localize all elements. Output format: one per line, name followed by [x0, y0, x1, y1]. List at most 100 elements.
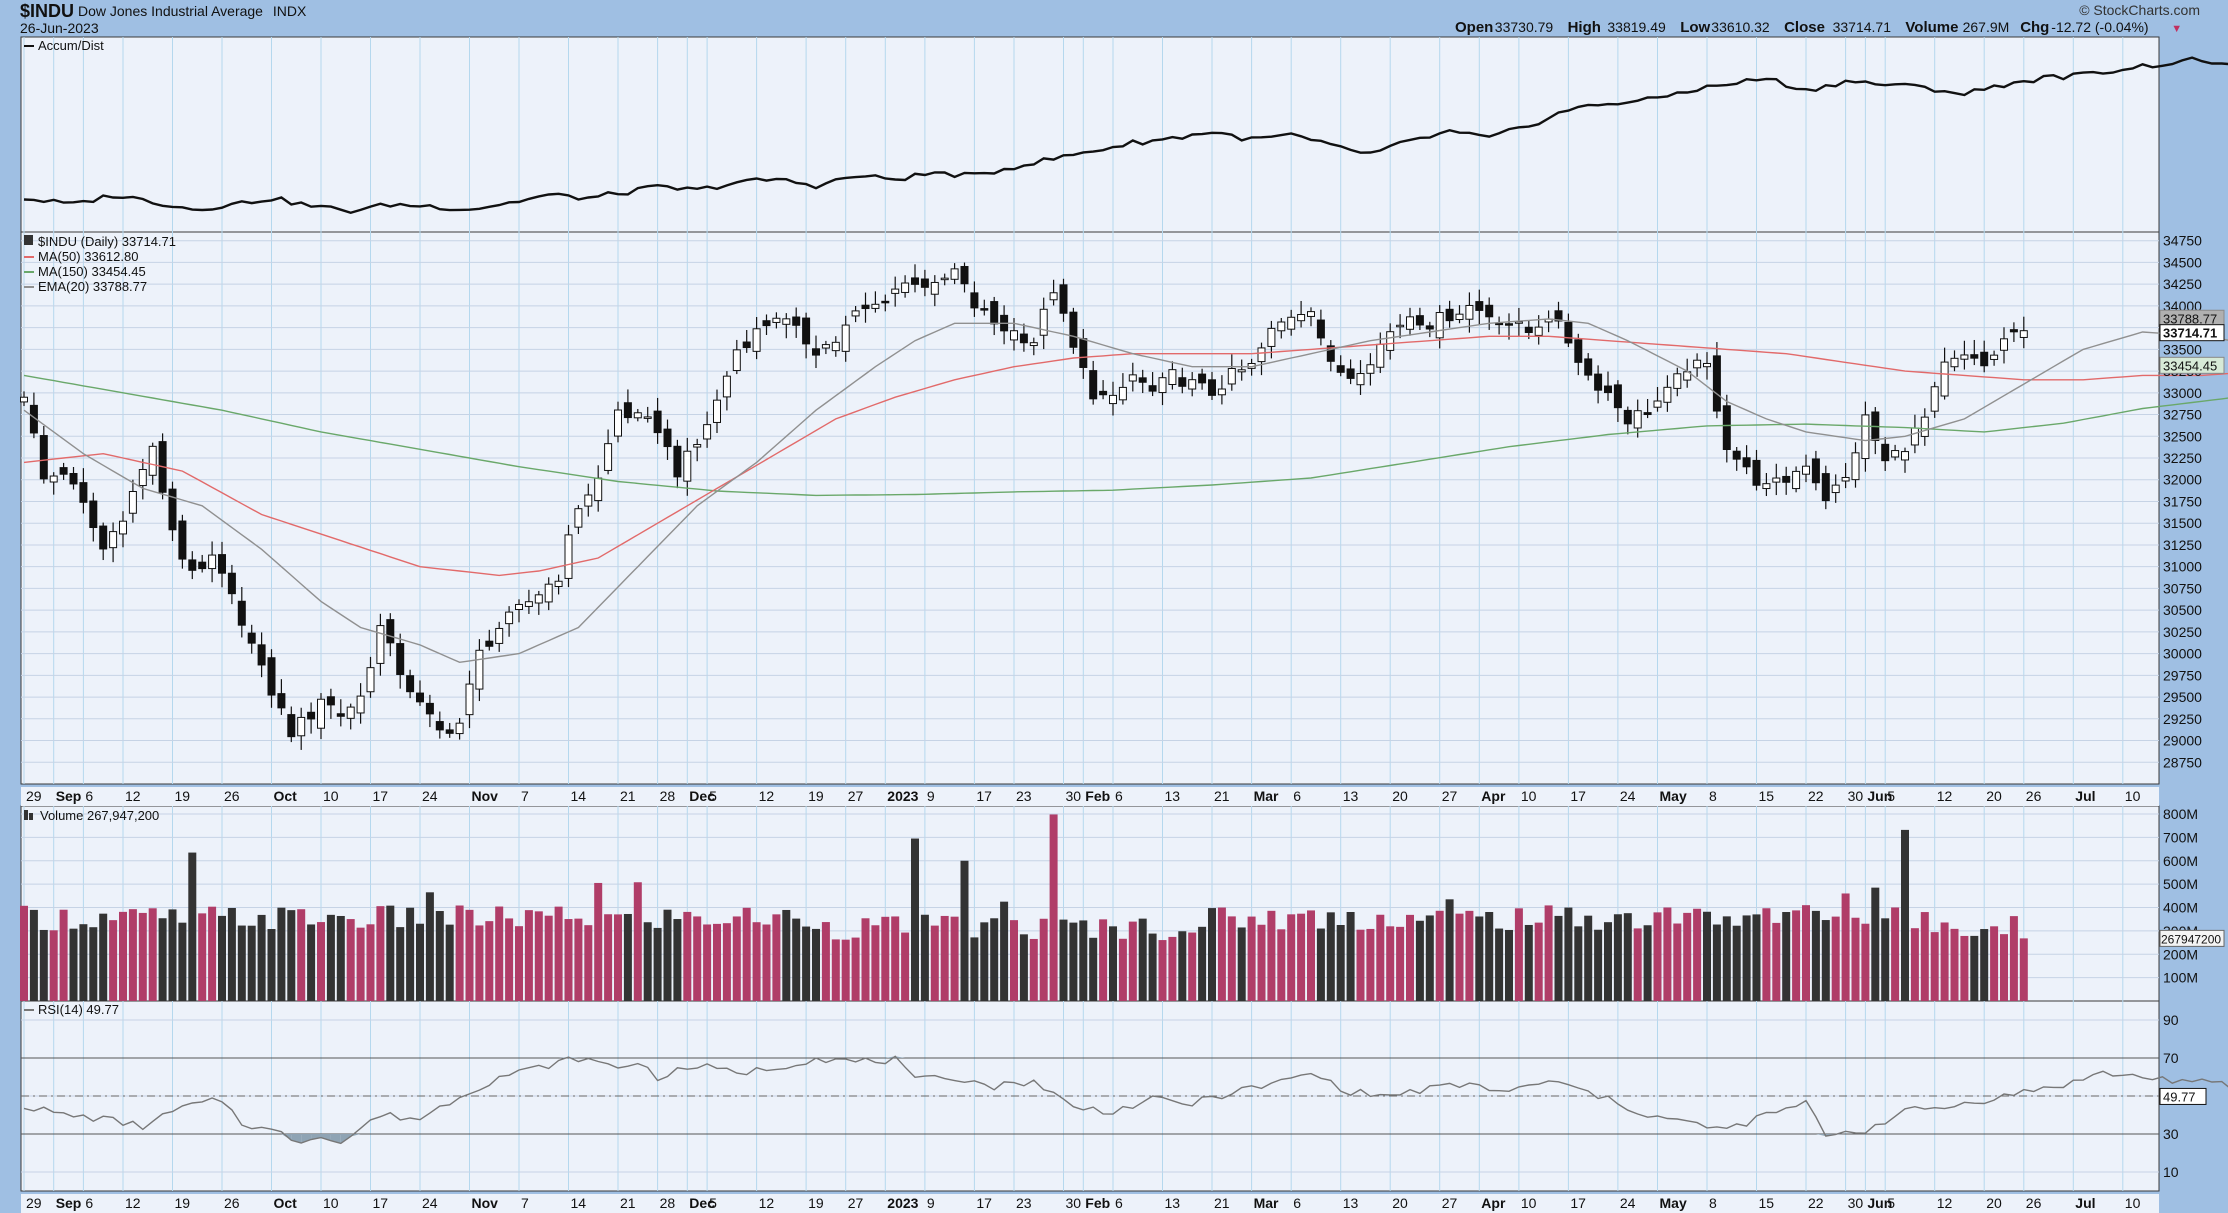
candle-body — [188, 559, 197, 571]
candle — [2019, 316, 2028, 349]
quote-value-chg: -12.72 (-0.04%) — [2051, 19, 2148, 35]
volume-last-tag — [2159, 929, 2225, 947]
candle-body — [317, 698, 325, 729]
candle-body — [732, 349, 741, 372]
candle — [1198, 368, 1207, 390]
candle-body — [1366, 364, 1375, 374]
candle-body — [336, 713, 345, 717]
candle-body — [435, 721, 444, 731]
last-value-label: 33714.71 — [2163, 326, 2217, 341]
volume-bar — [69, 928, 78, 1001]
volume-bar — [920, 914, 929, 1001]
price-date-label: 19 — [808, 788, 824, 804]
volume-bar — [1881, 918, 1890, 1001]
volume-bar — [1604, 922, 1612, 1001]
volume-bar — [178, 922, 187, 1001]
candle-body — [1910, 427, 1919, 446]
candle-body — [1613, 384, 1622, 409]
candle — [1752, 449, 1761, 491]
candle-body — [683, 450, 692, 482]
candle-body — [99, 525, 108, 550]
candle-body — [1297, 314, 1306, 322]
candle — [1712, 342, 1721, 419]
candle — [742, 329, 751, 353]
candle — [425, 694, 434, 728]
candle-body — [1099, 390, 1108, 396]
price-date-label: 10 — [1521, 788, 1537, 804]
ma50-line — [23, 335, 2228, 577]
volume-bar — [1623, 913, 1632, 1001]
volume-bar — [911, 838, 919, 1001]
candle — [960, 262, 969, 293]
candle — [1703, 352, 1711, 380]
volume-bar — [1762, 908, 1771, 1001]
candle — [366, 656, 375, 698]
watermark: © StockCharts.com — [2079, 2, 2200, 18]
rsi-date-label: 21 — [620, 1195, 636, 1211]
candle-body — [584, 494, 593, 507]
candle — [1019, 323, 1028, 352]
volume-bar — [1168, 936, 1177, 1001]
rsi-date-label: 27 — [1442, 1195, 1458, 1211]
candle-body — [703, 424, 712, 440]
volume-bar — [1386, 926, 1395, 1001]
volume-bar — [1495, 928, 1504, 1001]
volume-bar — [1683, 912, 1692, 1001]
candle — [515, 599, 523, 623]
volume-bar — [1257, 924, 1266, 1001]
volume-bar — [366, 924, 375, 1001]
last-value-tag — [2159, 324, 2225, 342]
candle-body — [633, 412, 642, 419]
candle — [1901, 447, 1909, 473]
exchange-code: INDX — [273, 3, 307, 19]
volume-bar — [1524, 924, 1533, 1001]
candle-body — [1930, 386, 1939, 412]
price-date-label: Oct — [274, 788, 298, 804]
candle-body — [594, 477, 603, 502]
candle-body — [1158, 377, 1167, 394]
quote-label-high: High — [1568, 19, 1601, 36]
candle — [1029, 337, 1038, 356]
price-date-label: 6 — [85, 788, 93, 804]
candle — [109, 522, 118, 563]
rsi-date-label: Jun — [1867, 1195, 1892, 1211]
candle-body — [515, 603, 523, 610]
volume-bar — [663, 909, 672, 1001]
candle — [901, 275, 910, 298]
volume-bar — [89, 927, 98, 1001]
candle — [1227, 354, 1236, 391]
price-date-label: 10 — [2125, 788, 2141, 804]
chart-date: 26-Jun-2023 — [20, 20, 99, 36]
rsi-date-label: Jul — [2075, 1195, 2095, 1211]
volume-bar — [871, 925, 880, 1001]
candle — [683, 437, 692, 496]
rsi-tick-label: 30 — [2163, 1126, 2179, 1142]
volume-bar — [673, 919, 682, 1001]
volume-bar — [1772, 922, 1781, 1001]
volume-bar — [406, 907, 415, 1001]
volume-tick-label: 600M — [2163, 853, 2198, 869]
candle-body — [247, 632, 256, 644]
price-tick-label: 31500 — [2163, 515, 2202, 531]
price-tick-label: 34500 — [2163, 254, 2202, 270]
index-fullname: Dow Jones Industrial Average — [78, 3, 263, 19]
candle-body — [1475, 301, 1484, 311]
candle — [920, 269, 929, 297]
candle — [1059, 278, 1068, 322]
volume-bar — [1406, 914, 1414, 1001]
candle-body — [940, 277, 949, 281]
volume-bar — [1396, 926, 1405, 1001]
candle-body — [1376, 343, 1385, 368]
volume-layer — [20, 814, 2028, 1001]
symbol-title: $INDU — [20, 1, 74, 21]
price-tick-label: 31250 — [2163, 537, 2202, 553]
candle — [970, 281, 979, 317]
candle-body — [208, 554, 217, 570]
candle — [782, 313, 791, 339]
candle-body — [416, 692, 424, 703]
volume-bar — [1703, 911, 1711, 1001]
candle — [1049, 279, 1058, 306]
candle — [861, 292, 870, 323]
candle-body — [861, 304, 870, 310]
volume-bar — [1247, 916, 1256, 1001]
